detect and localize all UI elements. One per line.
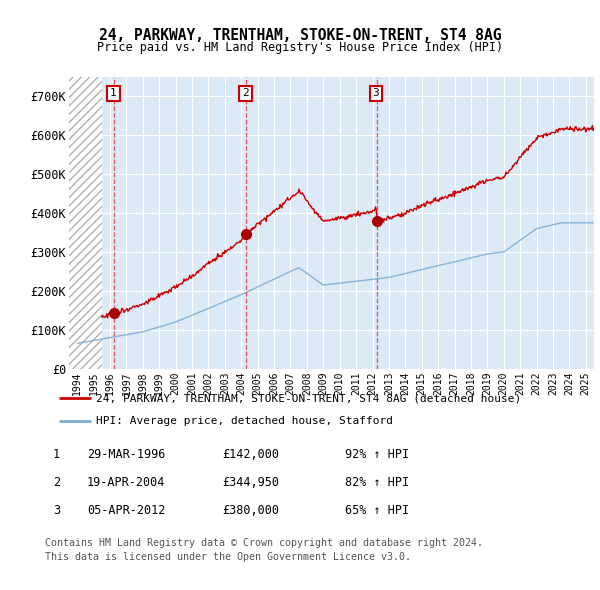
Text: 19-APR-2004: 19-APR-2004 [87, 476, 166, 489]
Bar [69, 77, 102, 369]
Text: 3: 3 [373, 88, 379, 99]
Text: 92% ↑ HPI: 92% ↑ HPI [345, 448, 409, 461]
Text: 2: 2 [242, 88, 249, 99]
Text: £380,000: £380,000 [222, 504, 279, 517]
Text: 3: 3 [53, 504, 60, 517]
Text: 2: 2 [53, 476, 60, 489]
Text: 1: 1 [110, 88, 117, 99]
Text: 82% ↑ HPI: 82% ↑ HPI [345, 476, 409, 489]
Text: 65% ↑ HPI: 65% ↑ HPI [345, 504, 409, 517]
Text: Price paid vs. HM Land Registry's House Price Index (HPI): Price paid vs. HM Land Registry's House … [97, 41, 503, 54]
Text: 29-MAR-1996: 29-MAR-1996 [87, 448, 166, 461]
Text: HPI: Average price, detached house, Stafford: HPI: Average price, detached house, Staf… [96, 417, 394, 427]
Text: £344,950: £344,950 [222, 476, 279, 489]
Text: 1: 1 [53, 448, 60, 461]
Text: 24, PARKWAY, TRENTHAM, STOKE-ON-TRENT, ST4 8AG (detached house): 24, PARKWAY, TRENTHAM, STOKE-ON-TRENT, S… [96, 393, 521, 403]
Text: 24, PARKWAY, TRENTHAM, STOKE-ON-TRENT, ST4 8AG: 24, PARKWAY, TRENTHAM, STOKE-ON-TRENT, S… [99, 28, 501, 43]
Text: £142,000: £142,000 [222, 448, 279, 461]
Text: 05-APR-2012: 05-APR-2012 [87, 504, 166, 517]
Text: Contains HM Land Registry data © Crown copyright and database right 2024.
This d: Contains HM Land Registry data © Crown c… [45, 538, 483, 562]
